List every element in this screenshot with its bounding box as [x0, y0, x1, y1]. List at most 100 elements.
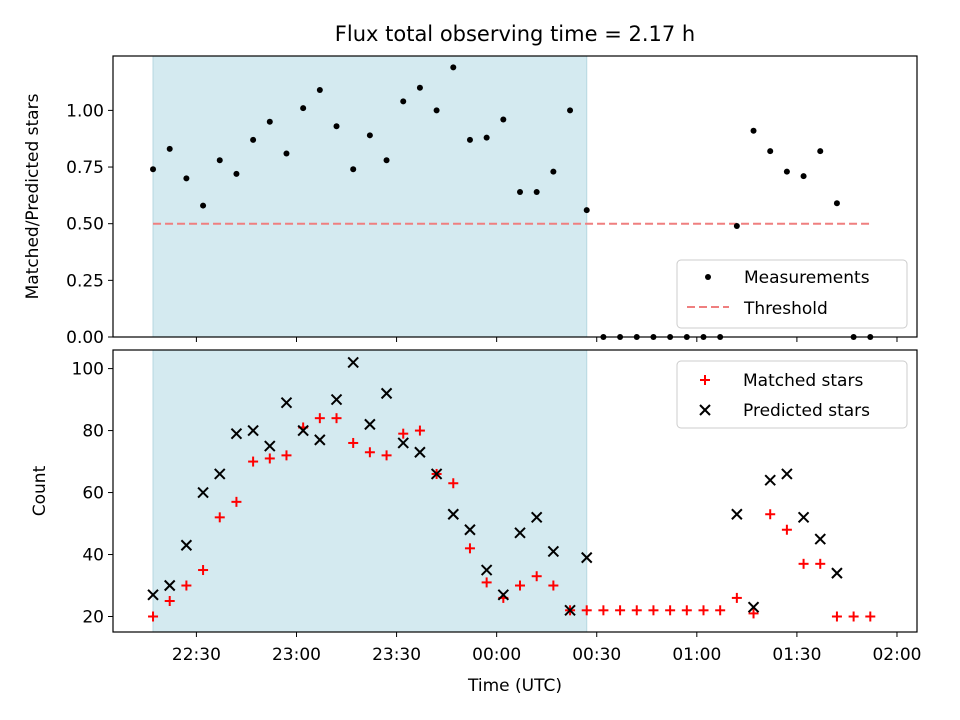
predicted-star-point — [397, 437, 409, 449]
predicted-star-point — [147, 589, 159, 601]
matched-star-point — [398, 428, 409, 439]
matched-star-point — [781, 524, 792, 535]
x-tick-label: 02:00 — [872, 645, 921, 665]
matched-star-point — [598, 605, 609, 616]
x-b — [330, 393, 343, 406]
legend-label-matched: Matched stars — [743, 371, 863, 391]
x-b — [530, 511, 543, 524]
measurement-point — [366, 132, 373, 139]
legend-label-predicted: Predicted stars — [743, 401, 870, 421]
predicted-star-point — [564, 604, 576, 617]
x-b — [147, 589, 159, 601]
predicted-star-point — [480, 564, 493, 576]
x-b — [164, 579, 176, 592]
matched-star-point — [848, 611, 859, 622]
x-b — [547, 545, 560, 558]
y-tick-label: 0.00 — [66, 328, 104, 348]
predicted-star-point — [814, 533, 826, 545]
y-tick-label: 100 — [72, 360, 104, 380]
predicted-star-point — [797, 511, 810, 524]
predicted-star-point — [197, 486, 209, 499]
x-tick-label: 00:00 — [472, 645, 521, 665]
matched-star-point — [464, 543, 475, 554]
matched-star-point — [198, 565, 209, 576]
y-tick-label: 60 — [82, 484, 104, 504]
x-b — [380, 387, 393, 400]
measurement-point — [266, 118, 273, 125]
x-b — [514, 527, 526, 539]
predicted-star-point — [764, 474, 776, 486]
legend-box — [676, 259, 908, 329]
measurement-point — [466, 136, 473, 143]
y-axis-label: Count — [30, 465, 50, 516]
measurement-point — [783, 168, 790, 175]
predicted-star-point — [164, 579, 176, 592]
observing-window-shade — [152, 349, 588, 633]
predicted-star-point — [731, 508, 743, 520]
top-panel: 0.00 0.25 0.50 0.75 1.00 Matched/Predicted st… — [23, 22, 918, 348]
matched-star-point — [381, 450, 392, 461]
matched-star-point — [548, 580, 559, 591]
x-tick-label: 23:00 — [272, 645, 321, 665]
measurement-point — [166, 145, 173, 152]
matched-star-point — [231, 496, 242, 507]
predicted-star-point — [380, 387, 393, 400]
matched-star-point — [698, 605, 709, 616]
matched-star-point — [448, 478, 459, 489]
x-b — [797, 511, 810, 524]
measurement-point — [183, 175, 190, 182]
measurement-point — [383, 157, 390, 164]
x-b — [180, 539, 193, 551]
x-tick-label: 01:30 — [772, 645, 821, 665]
predicted-star-point — [747, 601, 760, 613]
x-b — [564, 604, 576, 617]
x-b — [464, 524, 476, 536]
measurement-point — [550, 168, 557, 175]
measurement-point — [733, 222, 740, 229]
predicted-star-point — [330, 393, 343, 406]
x-b — [364, 418, 376, 431]
matched-star-point — [531, 571, 542, 582]
predicted-star-point — [364, 418, 376, 431]
measurement-point — [750, 127, 757, 134]
predicted-star-point — [430, 468, 443, 480]
matched-star-point — [665, 605, 676, 616]
x-b — [480, 564, 493, 576]
legend-marker-measurements — [705, 274, 711, 280]
matched-star-point — [798, 558, 809, 569]
y-tick-label: 40 — [82, 546, 104, 566]
matched-star-point — [148, 611, 159, 622]
x-b — [247, 424, 259, 437]
predicted-star-point — [497, 589, 510, 601]
measurement-point — [583, 207, 590, 214]
axes-frame — [112, 55, 918, 338]
measurement-point — [817, 148, 824, 155]
observing-window-shade — [152, 55, 588, 338]
predicted-star-point — [264, 440, 276, 452]
matched-star-point — [815, 558, 826, 569]
y-tick-label: 80 — [82, 422, 104, 442]
x-b — [764, 474, 776, 486]
y-tick-label: 1.00 — [66, 101, 104, 121]
matched-star-point — [164, 596, 175, 607]
measurement-point — [800, 173, 807, 180]
matched-star-point — [348, 437, 359, 448]
predicted-star-point — [547, 545, 560, 558]
x-tick-label: 00:30 — [572, 645, 621, 665]
legend-label-measurements: Measurements — [744, 268, 870, 288]
measurement-point — [767, 148, 774, 155]
matched-star-point — [248, 456, 259, 467]
measurement-point — [283, 150, 290, 157]
x-b — [430, 468, 443, 480]
x-b — [214, 468, 226, 480]
predicted-star-point — [297, 424, 309, 437]
legend-label-threshold: Threshold — [743, 299, 828, 319]
measurement-point — [400, 98, 407, 105]
matched-star-point — [181, 580, 192, 591]
x-b — [581, 551, 593, 564]
matched-star-point — [581, 605, 592, 616]
legend: Measurements Threshold — [676, 259, 908, 329]
matched-star-point — [715, 605, 726, 616]
x-b — [280, 396, 293, 409]
